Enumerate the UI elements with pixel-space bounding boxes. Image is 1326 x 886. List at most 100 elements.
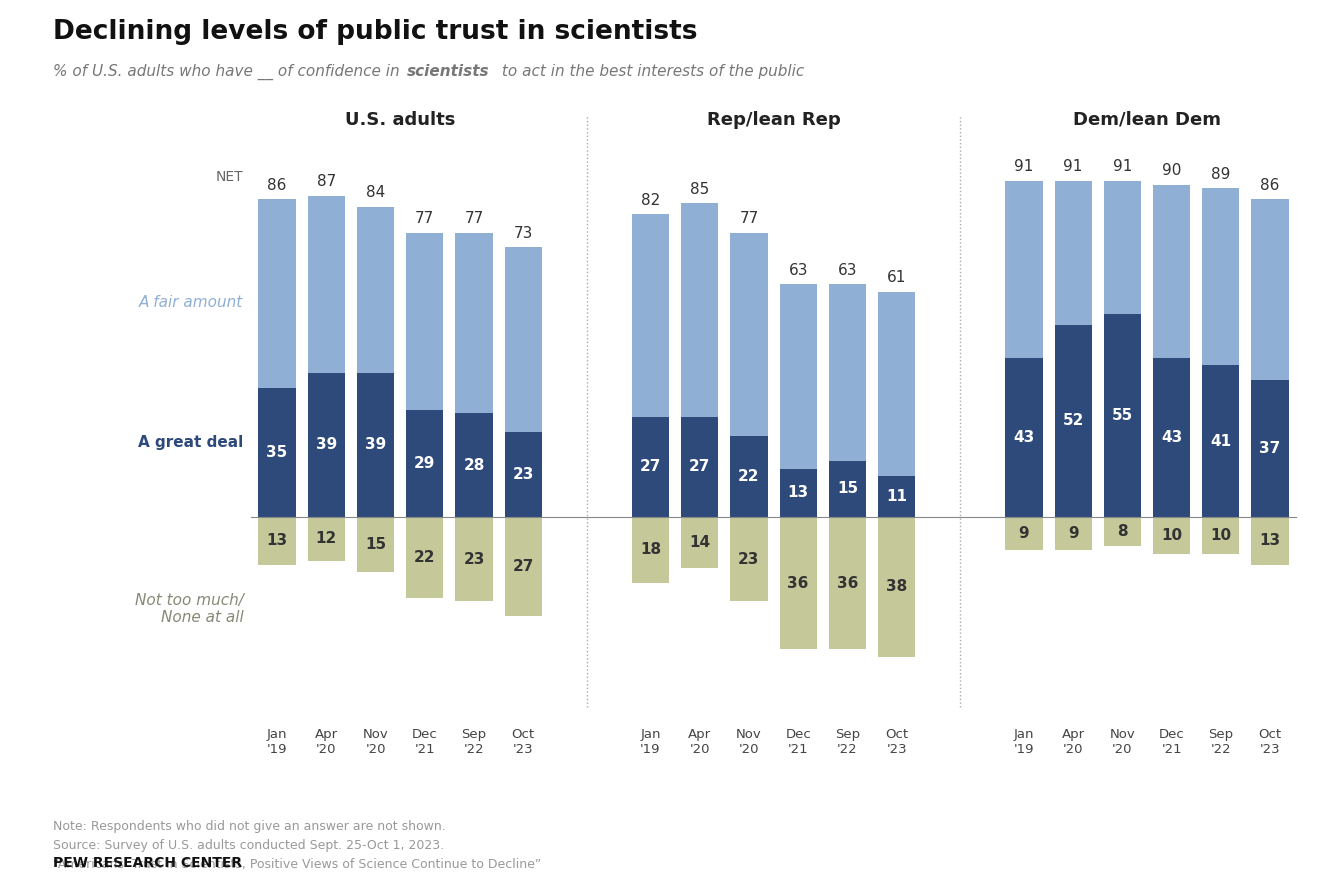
Bar (731, 436, 768, 517)
Text: scientists: scientists (407, 64, 489, 79)
Bar (357, 517, 394, 572)
Bar (1005, 181, 1042, 358)
Text: 27: 27 (690, 459, 711, 474)
Bar (633, 214, 670, 417)
Bar (878, 476, 915, 517)
Text: 38: 38 (886, 579, 907, 595)
Bar (406, 409, 443, 517)
Text: 63: 63 (789, 262, 808, 277)
Text: 22: 22 (414, 549, 435, 564)
Bar (406, 233, 443, 409)
Text: 15: 15 (365, 537, 386, 552)
Text: 84: 84 (366, 185, 385, 200)
Text: U.S. adults: U.S. adults (345, 111, 455, 129)
Bar (505, 247, 542, 431)
Text: 91: 91 (1113, 159, 1132, 175)
Text: 39: 39 (365, 437, 386, 452)
Text: 36: 36 (788, 576, 809, 591)
Text: 9: 9 (1018, 525, 1029, 540)
Text: 63: 63 (838, 262, 857, 277)
Bar (1054, 517, 1091, 550)
Text: Not too much/
None at all: Not too much/ None at all (135, 593, 244, 625)
Bar (682, 417, 719, 517)
Text: Rep/lean Rep: Rep/lean Rep (707, 111, 841, 129)
Bar (1203, 517, 1240, 554)
Text: 10: 10 (1162, 527, 1183, 542)
Bar (308, 373, 345, 517)
Bar (357, 373, 394, 517)
Bar (1203, 365, 1240, 517)
Text: to act in the best interests of the public: to act in the best interests of the publ… (497, 64, 805, 79)
Bar (731, 233, 768, 436)
Text: 12: 12 (316, 532, 337, 547)
Bar (1005, 358, 1042, 517)
Bar (682, 203, 719, 417)
Bar (682, 517, 719, 568)
Bar (1203, 189, 1240, 365)
Text: 73: 73 (513, 226, 533, 241)
Text: 43: 43 (1013, 430, 1034, 445)
Bar (780, 469, 817, 517)
Bar (406, 517, 443, 598)
Text: 43: 43 (1162, 430, 1183, 445)
Text: Dem/lean Dem: Dem/lean Dem (1073, 111, 1221, 129)
Bar (1103, 314, 1140, 517)
Text: 82: 82 (640, 192, 660, 207)
Text: 23: 23 (463, 552, 484, 566)
Text: 52: 52 (1062, 413, 1083, 428)
Bar (455, 414, 492, 517)
Bar (1005, 517, 1042, 550)
Bar (505, 517, 542, 617)
Text: 35: 35 (267, 445, 288, 460)
Text: Note: Respondents who did not give an answer are not shown.
Source: Survey of U.: Note: Respondents who did not give an an… (53, 820, 541, 871)
Text: 39: 39 (316, 437, 337, 452)
Text: 29: 29 (414, 455, 435, 470)
Bar (780, 284, 817, 469)
Bar (878, 291, 915, 476)
Text: 23: 23 (513, 467, 534, 482)
Text: 27: 27 (639, 459, 662, 474)
Bar (1154, 358, 1191, 517)
Bar (633, 417, 670, 517)
Text: 86: 86 (1261, 178, 1280, 193)
Text: 15: 15 (837, 481, 858, 496)
Bar (1054, 325, 1091, 517)
Text: 36: 36 (837, 576, 858, 591)
Bar (505, 431, 542, 517)
Text: Declining levels of public trust in scientists: Declining levels of public trust in scie… (53, 19, 697, 45)
Text: A great deal: A great deal (138, 435, 244, 450)
Text: 11: 11 (886, 489, 907, 504)
Bar (259, 199, 296, 387)
Text: 55: 55 (1111, 408, 1132, 423)
Text: 41: 41 (1211, 433, 1232, 448)
Bar (1252, 380, 1289, 517)
Text: 91: 91 (1063, 159, 1083, 175)
Text: 9: 9 (1067, 525, 1078, 540)
Text: 87: 87 (317, 175, 335, 189)
Bar (1054, 181, 1091, 325)
Bar (1103, 181, 1140, 314)
Bar (1252, 517, 1289, 564)
Text: 18: 18 (640, 542, 662, 557)
Bar (633, 517, 670, 583)
Bar (1154, 517, 1191, 554)
Text: 23: 23 (739, 552, 760, 566)
Text: 77: 77 (415, 211, 435, 226)
Bar (259, 517, 296, 564)
Bar (878, 517, 915, 657)
Text: 86: 86 (268, 178, 286, 193)
Bar (308, 517, 345, 561)
Bar (829, 284, 866, 462)
Text: 89: 89 (1211, 167, 1231, 182)
Text: 77: 77 (740, 211, 758, 226)
Text: NET: NET (216, 170, 244, 184)
Text: 27: 27 (513, 559, 534, 574)
Text: PEW RESEARCH CENTER: PEW RESEARCH CENTER (53, 856, 243, 870)
Text: 8: 8 (1116, 524, 1127, 539)
Text: 37: 37 (1260, 441, 1281, 456)
Text: 77: 77 (464, 211, 484, 226)
Text: 22: 22 (739, 469, 760, 484)
Bar (455, 517, 492, 602)
Text: 28: 28 (463, 457, 484, 472)
Bar (780, 517, 817, 649)
